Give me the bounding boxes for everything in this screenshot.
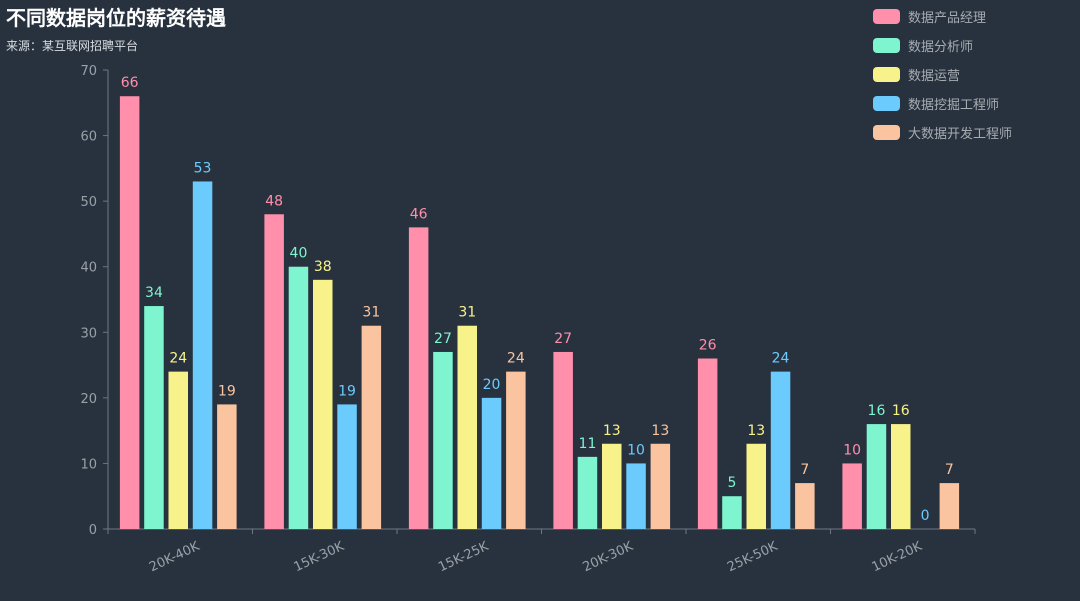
data-label: 7: [800, 462, 809, 478]
data-label: 11: [579, 436, 597, 452]
data-label: 13: [651, 423, 669, 439]
bar[interactable]: [313, 279, 333, 529]
bar[interactable]: [408, 227, 429, 529]
legend-label: 数据产品经理: [908, 11, 987, 26]
bar[interactable]: [481, 397, 502, 529]
bar[interactable]: [457, 325, 478, 529]
legend-item[interactable]: 大数据开发工程师: [873, 118, 1073, 147]
bar[interactable]: [795, 483, 815, 529]
data-label: 0: [921, 508, 930, 524]
data-label: 24: [772, 351, 790, 367]
legend-label: 数据分析师: [908, 40, 974, 55]
bar[interactable]: [119, 96, 140, 529]
legend-item[interactable]: 数据运营: [873, 60, 1073, 89]
legend-item[interactable]: 数据挖掘工程师: [873, 89, 1073, 118]
legend-item[interactable]: 数据分析师: [873, 31, 1073, 60]
bar[interactable]: [842, 463, 862, 529]
bar[interactable]: [553, 351, 573, 529]
bar[interactable]: [939, 483, 960, 529]
bar[interactable]: [722, 496, 742, 529]
bar[interactable]: [217, 404, 237, 529]
y-tick-label: 0: [89, 523, 97, 538]
y-tick-label: 70: [80, 64, 97, 79]
legend-swatch: [873, 9, 900, 24]
y-tick-label: 10: [80, 457, 97, 472]
bar[interactable]: [264, 214, 284, 529]
y-tick-label: 50: [80, 195, 97, 210]
bar[interactable]: [770, 371, 791, 529]
data-label: 20: [483, 377, 501, 393]
data-label: 26: [699, 338, 717, 354]
legend-swatch: [873, 38, 900, 53]
data-label: 48: [265, 193, 283, 209]
data-label: 66: [121, 75, 139, 91]
data-label: 7: [945, 462, 954, 478]
data-label: 31: [458, 305, 476, 321]
chart-title: 不同数据岗位的薪资待遇: [6, 6, 226, 30]
y-tick-label: 60: [80, 130, 97, 145]
bar[interactable]: [866, 424, 887, 529]
data-label: 31: [362, 305, 380, 321]
data-label: 24: [169, 351, 187, 367]
chart-subtitle: 来源：某互联网招聘平台: [6, 39, 139, 53]
bar[interactable]: [337, 404, 357, 529]
bar[interactable]: [433, 351, 453, 529]
legend-label: 数据挖掘工程师: [908, 98, 1000, 113]
data-label: 46: [410, 206, 428, 222]
x-tick-label: 10K-20K: [870, 539, 925, 575]
data-label: 19: [218, 383, 236, 399]
legend: 数据产品经理 数据分析师 数据运营 数据挖掘工程师 大数据开发工程师: [873, 2, 1073, 147]
y-tick-label: 30: [80, 326, 97, 341]
data-label: 38: [314, 259, 332, 275]
data-label: 27: [434, 331, 452, 347]
bar[interactable]: [361, 325, 382, 529]
x-tick-label: 15K-25K: [436, 539, 491, 575]
bar[interactable]: [746, 443, 767, 529]
legend-swatch: [873, 67, 900, 82]
legend-label: 数据运营: [908, 69, 961, 84]
bar[interactable]: [697, 358, 718, 529]
bar[interactable]: [506, 371, 526, 529]
bar[interactable]: [891, 424, 911, 529]
bar[interactable]: [602, 443, 622, 529]
data-label: 13: [747, 423, 765, 439]
y-tick-label: 40: [80, 261, 97, 276]
bar[interactable]: [626, 463, 646, 529]
x-tick-label: 25K-50K: [725, 539, 780, 575]
data-label: 34: [145, 285, 163, 301]
x-tick-label: 15K-30K: [292, 539, 347, 575]
data-label: 10: [627, 442, 645, 458]
x-tick-label: 20K-30K: [581, 539, 636, 575]
data-label: 24: [507, 351, 525, 367]
data-label: 13: [603, 423, 621, 439]
data-label: 16: [892, 403, 910, 419]
bar[interactable]: [168, 371, 189, 529]
x-tick-label: 20K-40K: [147, 539, 202, 575]
data-label: 5: [727, 475, 736, 491]
data-label: 10: [843, 442, 861, 458]
bar[interactable]: [577, 456, 598, 529]
legend-label: 大数据开发工程师: [908, 127, 1013, 142]
legend-item[interactable]: 数据产品经理: [873, 2, 1073, 31]
bar[interactable]: [288, 266, 309, 529]
data-label: 27: [554, 331, 572, 347]
data-label: 40: [290, 246, 308, 262]
data-label: 19: [338, 383, 356, 399]
legend-swatch: [873, 125, 900, 140]
bar[interactable]: [650, 443, 671, 529]
bar[interactable]: [144, 306, 164, 529]
y-tick-label: 20: [80, 392, 97, 407]
data-label: 53: [194, 160, 212, 176]
bar[interactable]: [192, 181, 213, 529]
legend-swatch: [873, 96, 900, 111]
data-label: 16: [868, 403, 886, 419]
